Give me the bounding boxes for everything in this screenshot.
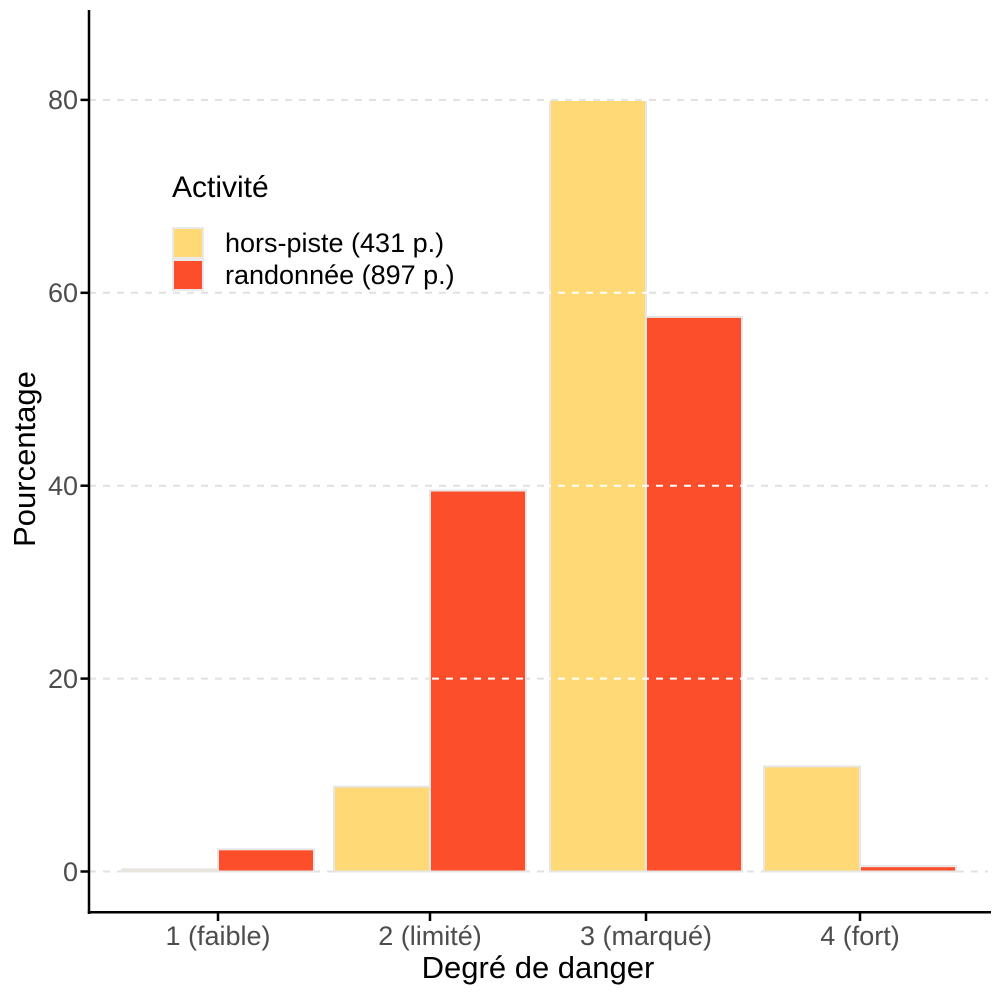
x-tick-label-3: 3 (marqué) [579,921,713,951]
bar-s1-3 (marqué) [645,315,743,873]
y-tick-label-40: 40 [47,470,78,501]
y-tick-label-0: 0 [62,856,78,887]
y-tick-label-80: 80 [47,84,78,115]
x-tick-label-1: 1 (faible) [165,921,271,951]
legend-swatch-hors-piste [172,227,204,259]
x-tick-label-4: 4 (fort) [820,921,900,951]
bar-s0-4 (fort) [763,765,861,873]
legend-swatch-randonnee [172,259,204,291]
y-axis-title: Pourcentage [7,371,42,547]
y-tick-label-60: 60 [47,277,78,308]
legend: Activité hors-piste (431 p.) randonnée (… [172,170,455,291]
bar-s1-2 (limité) [429,489,527,873]
bar-s1-1 (faible) [217,848,315,873]
bar-s0-2 (limité) [333,785,431,873]
legend-title: Activité [172,171,269,204]
y-tick-label-20: 20 [47,663,78,694]
x-axis-title: Degré de danger [421,950,655,985]
bar-s0-1 (faible) [121,868,219,873]
legend-item-hors-piste: hors-piste (431 p.) [172,227,455,259]
legend-label-randonnee: randonnée (897 p.) [225,259,455,290]
legend-item-randonnee: randonnée (897 p.) [172,259,455,291]
bar-s1-4 (fort) [859,865,957,873]
legend-label-hors-piste: hors-piste (431 p.) [225,227,445,258]
x-tick-label-2: 2 (limité) [378,921,482,951]
